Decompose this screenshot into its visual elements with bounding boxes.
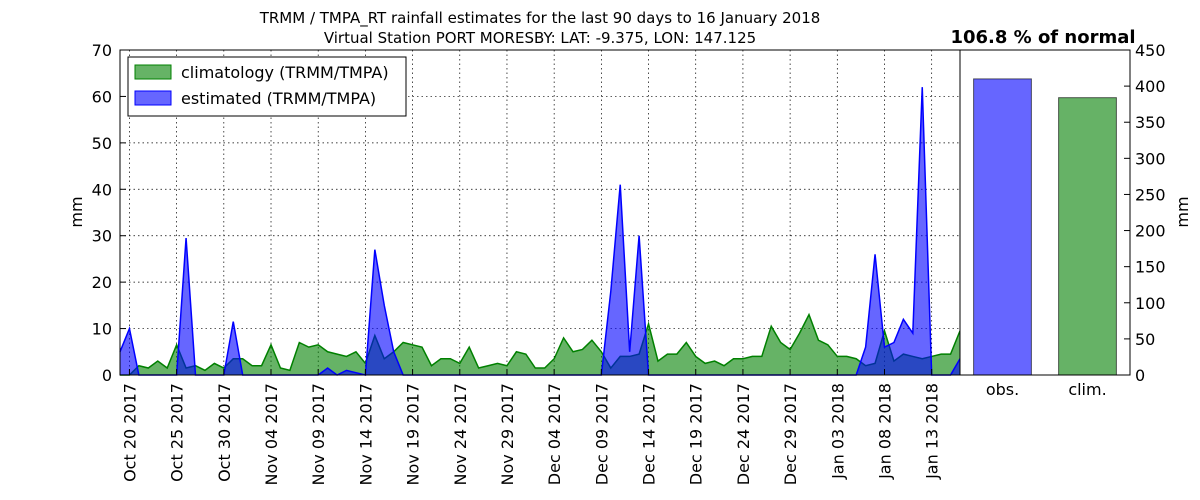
bar-climatology [1058, 97, 1117, 376]
main-y-tick-label: 40 [92, 180, 112, 199]
legend-swatch-climatology [134, 64, 172, 80]
main-x-tick-label: Dec 09 2017 [592, 383, 611, 485]
main-x-tick-label: Jan 13 2018 [923, 383, 942, 480]
bar-y-tick-label: 400 [1135, 77, 1166, 96]
chart-title: TRMM / TMPA_RT rainfall estimates for th… [259, 9, 821, 28]
chart-legend: climatology (TRMM/TMPA) estimated (TRMM/… [127, 56, 407, 117]
bar-plot-frame [959, 49, 1131, 376]
main-x-tick-label: Oct 20 2017 [120, 383, 139, 482]
main-y-tick-label: 30 [92, 227, 112, 246]
percent-of-normal-label: 106.8 % of normal [950, 27, 1135, 48]
main-y-tick-label: 0 [102, 366, 112, 385]
bar-y-tick-label: 100 [1135, 294, 1166, 313]
legend-label-climatology: climatology (TRMM/TMPA) [181, 63, 389, 82]
main-x-tick-label: Oct 30 2017 [215, 383, 234, 482]
bar-y-tick-label: 250 [1135, 185, 1166, 204]
bar-observed [973, 78, 1032, 376]
bar-category-label: obs. [986, 380, 1019, 399]
bar-marks [973, 78, 1117, 376]
main-x-tick-label: Dec 19 2017 [687, 383, 706, 485]
main-x-tick-label: Nov 09 2017 [309, 383, 328, 485]
main-y-tick-label: 10 [92, 320, 112, 339]
bar-y-tick-label: 150 [1135, 258, 1166, 277]
legend-box [127, 56, 407, 117]
main-y-tick-label: 70 [92, 41, 112, 60]
main-x-tick-label: Nov 19 2017 [404, 383, 423, 485]
bar-y-axis-label: mm [1173, 196, 1192, 227]
main-x-tick-label: Nov 04 2017 [262, 383, 281, 485]
main-y-tick-label: 50 [92, 134, 112, 153]
legend-swatch-estimated [134, 90, 172, 106]
bar-category-label: clim. [1068, 380, 1106, 399]
area-fill-climatology [120, 314, 960, 375]
bar-y-tick-label: 50 [1135, 330, 1155, 349]
main-x-tick-label: Jan 03 2018 [828, 383, 847, 480]
main-x-tick-label: Dec 29 2017 [781, 383, 800, 485]
main-x-tick-label: Oct 25 2017 [168, 383, 187, 482]
main-x-tick-label: Dec 04 2017 [545, 383, 564, 485]
bar-y-tick-label: 300 [1135, 149, 1166, 168]
main-x-tick-label: Nov 14 2017 [356, 383, 375, 485]
main-y-axis-label: mm [67, 196, 86, 227]
area-fill-estimated [120, 87, 960, 376]
main-x-tick-label: Nov 24 2017 [451, 383, 470, 485]
main-x-tick-label: Dec 24 2017 [734, 383, 753, 485]
main-y-tick-label: 60 [92, 87, 112, 106]
main-x-tick-label: Dec 14 2017 [640, 383, 659, 485]
main-x-tick-label: Nov 29 2017 [498, 383, 517, 485]
bar-y-tick-label: 200 [1135, 222, 1166, 241]
bar-y-tick-label: 0 [1135, 366, 1145, 385]
bar-x-axis: obs. clim. [986, 380, 1107, 399]
main-x-tick-label: Jan 08 2018 [875, 383, 894, 480]
legend-label-estimated: estimated (TRMM/TMPA) [181, 89, 376, 108]
main-x-axis: Oct 20 2017 Oct 25 2017 Oct 30 2017 Nov 04 … [120, 369, 942, 485]
main-y-axis: 0 10 20 30 40 50 60 70 [92, 41, 126, 385]
chart-subtitle: Virtual Station PORT MORESBY: LAT: -9.37… [324, 29, 756, 47]
main-y-tick-label: 20 [92, 273, 112, 292]
bar-y-tick-label: 350 [1135, 113, 1166, 132]
bar-y-tick-label: 450 [1135, 41, 1166, 60]
area-line-climatology [120, 312, 961, 376]
bar-y-axis: 0 50 100 150 200 250 300 350 400 450 [1124, 41, 1166, 385]
